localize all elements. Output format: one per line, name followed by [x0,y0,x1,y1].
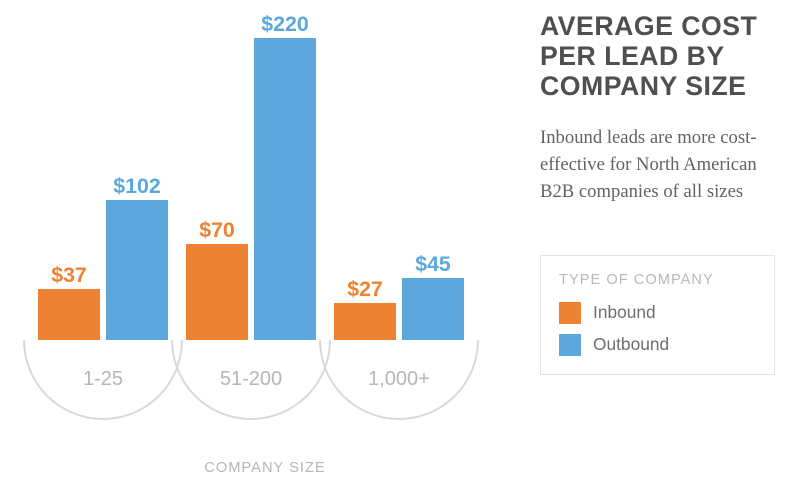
bar-inbound: $27 [334,303,396,340]
chart-subtitle: Inbound leads are more cost-effective fo… [540,124,775,205]
side-panel: AVERAGE COST PER LEAD BY COMPANY SIZE In… [530,0,803,500]
chart-plot: $37$102$70$220$27$45 [20,10,510,340]
bar-outbound: $45 [402,278,464,340]
legend-label: Outbound [593,334,669,355]
category-label: 1-25 [43,368,163,391]
category-label: 1,000+ [339,368,459,391]
x-axis-label: COMPANY SIZE [20,460,510,476]
legend-label: Inbound [593,302,656,323]
chart-title: AVERAGE COST PER LEAD BY COMPANY SIZE [540,12,775,102]
bar-inbound: $70 [186,244,248,340]
legend-item: Outbound [559,334,756,356]
chart-area: $37$102$70$220$27$45 1-2551-2001,000+ CO… [0,0,530,500]
bar-value-label: $102 [106,174,168,199]
legend-swatch [559,302,581,324]
category-brackets: 1-25 51-200 1,000+ [20,340,510,430]
legend-swatch [559,334,581,356]
bar-outbound: $220 [254,38,316,341]
legend-item: Inbound [559,302,756,324]
bar-value-label: $27 [334,277,396,302]
bar-value-label: $45 [402,252,464,277]
bar-value-label: $37 [38,263,100,288]
root: $37$102$70$220$27$45 1-2551-2001,000+ CO… [0,0,803,500]
category-label: 51-200 [191,368,311,391]
bar-value-label: $220 [254,12,316,37]
legend-title: TYPE OF COMPANY [559,272,756,288]
legend: TYPE OF COMPANY Inbound Outbound [540,255,775,375]
bar-value-label: $70 [186,218,248,243]
bar-inbound: $37 [38,289,100,340]
bar-outbound: $102 [106,200,168,340]
